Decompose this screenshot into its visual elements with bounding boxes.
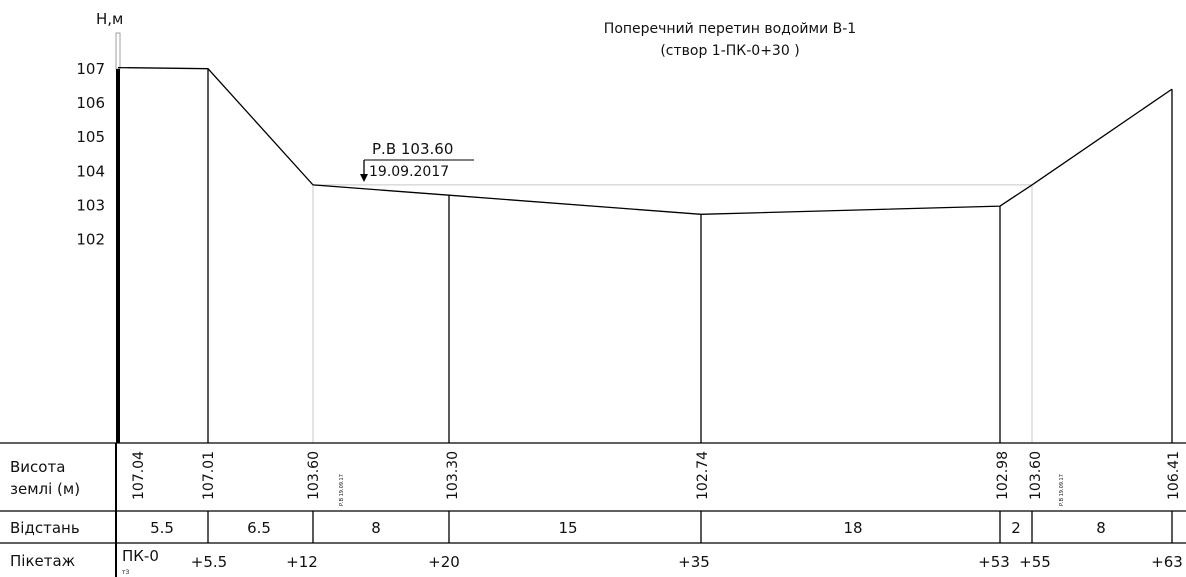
water-level-mini-label: Р.В 19.09.17 (339, 474, 345, 506)
height-value: 107.04 (131, 451, 147, 500)
y-axis (116, 69, 120, 443)
row-label-heights-1: Висота (10, 458, 65, 476)
height-value: 102.74 (695, 451, 711, 500)
y-axis-top-cap (115, 32, 121, 70)
distance-value: 15 (558, 519, 577, 537)
water-level-marker: Р.В 103.60 19.09.2017 (360, 140, 474, 182)
station-value: +55 (1019, 553, 1051, 571)
distance-value: 2 (1011, 519, 1021, 537)
y-tick-label-106: 106 (76, 94, 105, 112)
distance-values: 5.5 6.5 8 15 18 2 8 (150, 519, 1106, 537)
distance-cell-dividers (207, 511, 1173, 543)
height-value: 107.01 (201, 451, 217, 500)
y-tick-label-104: 104 (76, 162, 105, 180)
row-label-station: Пікетаж (10, 552, 75, 570)
height-values: 107.04 107.01 103.60 103.30 102.74 102.9… (131, 451, 1182, 506)
y-axis-label: Н,м (96, 10, 123, 28)
station-value: ПК-0 (122, 547, 159, 565)
y-tick-labels: 107 106 105 104 103 102 (76, 60, 105, 249)
row-label-distance: Відстань (10, 519, 80, 537)
y-tick-label-105: 105 (76, 128, 105, 146)
water-level-mini-label: Р.В 19.09.17 (1059, 474, 1065, 506)
distance-value: 8 (1096, 519, 1106, 537)
distance-value: 8 (371, 519, 381, 537)
y-tick-label-103: 103 (76, 196, 105, 214)
distance-value: 5.5 (150, 519, 174, 537)
row-label-heights-2: землі (м) (10, 480, 80, 498)
y-tick-label-102: 102 (76, 231, 105, 249)
profile-table (0, 442, 1186, 577)
station-value: +20 (428, 553, 460, 571)
water-level-date: 19.09.2017 (369, 164, 449, 180)
distance-value: 18 (843, 519, 862, 537)
height-value: 103.60 (306, 451, 322, 500)
arrow-down-icon (360, 174, 368, 182)
height-value: 103.60 (1028, 451, 1044, 500)
ground-profile-line (117, 66, 1173, 215)
height-value: 106.41 (1166, 451, 1182, 500)
station-values: ПК-0 т3 +5.5 +12 +20 +35 +53 +55 +63 (122, 547, 1183, 576)
station-vertical-lines (207, 68, 1173, 443)
y-tick-label-107: 107 (76, 60, 105, 78)
chart-title-line-1: Поперечний перетин водойми В-1 (604, 21, 856, 37)
station-value: +35 (678, 553, 710, 571)
station-sub-label: т3 (122, 569, 129, 576)
height-value: 103.30 (445, 451, 461, 500)
water-level-label: Р.В 103.60 (372, 140, 453, 158)
station-value: +53 (978, 553, 1010, 571)
station-value: +5.5 (191, 553, 227, 571)
station-value: +63 (1151, 553, 1183, 571)
height-value: 102.98 (995, 451, 1011, 500)
station-value: +12 (286, 553, 318, 571)
distance-value: 6.5 (247, 519, 271, 537)
chart-title-line-2: (створ 1-ПК-0+30 ) (660, 43, 799, 59)
